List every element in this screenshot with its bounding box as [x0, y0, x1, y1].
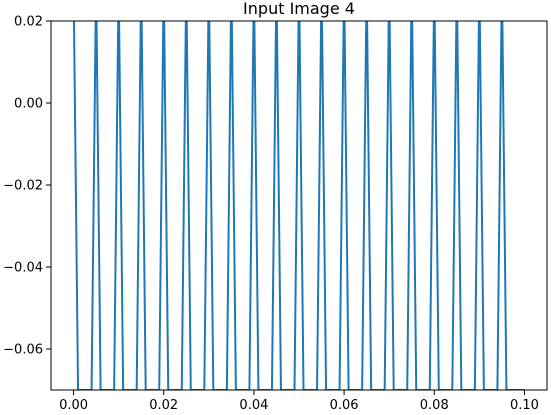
chart-title: Input Image 4: [243, 0, 355, 18]
y-tick-label: −0.02: [3, 179, 43, 194]
x-tick-label: 0.06: [330, 398, 359, 413]
series-layer: [74, 0, 525, 390]
y-tick-label: 0.02: [14, 15, 43, 30]
y-tick-label: −0.06: [3, 343, 43, 358]
x-tick-label: 0.08: [420, 398, 449, 413]
x-tick-label: 0.02: [149, 398, 178, 413]
y-tick-label: −0.04: [3, 261, 43, 276]
x-tick-label: 0.04: [239, 398, 268, 413]
x-tick-label: 0.00: [59, 398, 88, 413]
series-line-0: [74, 0, 525, 390]
y-tick-label: 0.00: [14, 97, 43, 112]
x-tick-label: 0.10: [510, 398, 539, 413]
plot-frame: [51, 21, 547, 390]
